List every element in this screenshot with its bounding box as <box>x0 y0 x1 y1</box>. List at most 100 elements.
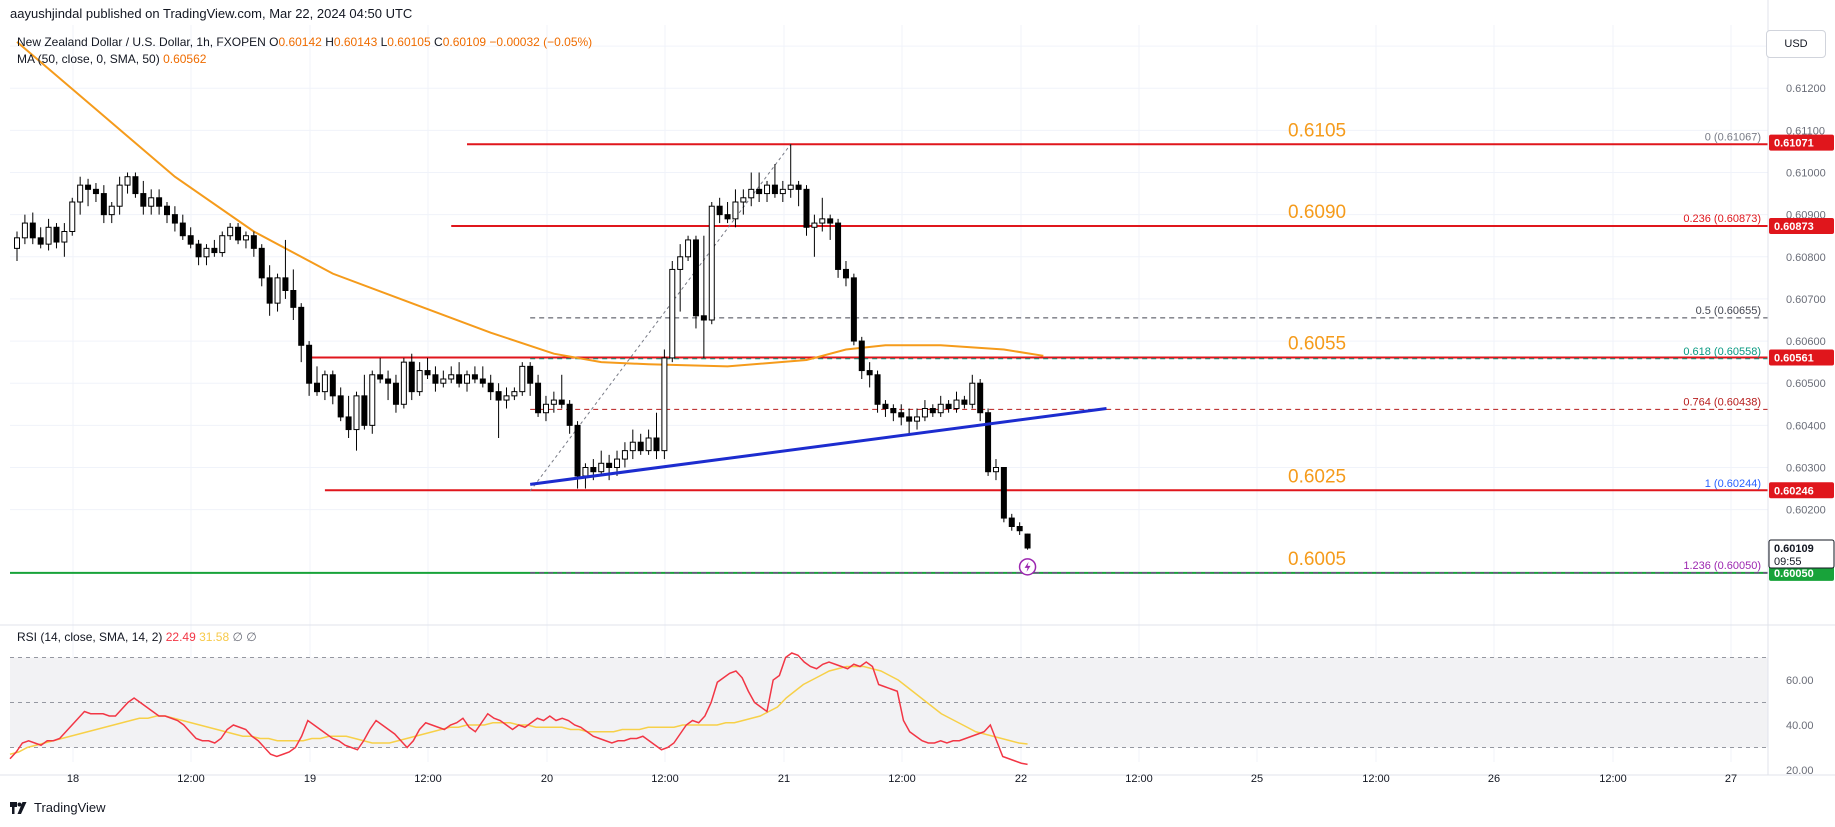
candle <box>716 197 723 224</box>
candle-body <box>306 344 313 384</box>
candle-body <box>148 197 155 207</box>
candle <box>156 189 163 215</box>
tradingview-logo-icon <box>10 801 27 814</box>
candle <box>511 387 518 401</box>
candle-body <box>874 374 881 405</box>
candle-body <box>29 222 36 239</box>
candle <box>535 374 542 417</box>
candle <box>227 223 234 240</box>
low-label: L <box>380 35 388 49</box>
price-badge-label: 0.60873 <box>1774 221 1814 233</box>
candle-body <box>1016 526 1023 532</box>
rsi-legend: RSI (14, close, SMA, 14, 2) 22.49 31.58 … <box>17 630 257 644</box>
candle-body <box>61 231 68 243</box>
candle <box>669 261 676 363</box>
candle-body <box>353 395 360 431</box>
candle <box>242 231 249 249</box>
candle-body <box>724 214 731 220</box>
candle <box>21 214 28 245</box>
candle <box>416 362 423 396</box>
candle <box>77 176 84 215</box>
current-price-label: 0.60109 <box>1774 543 1814 555</box>
candle-body <box>740 197 747 203</box>
time-tick-label: 26 <box>1488 773 1500 785</box>
time-tick-label: 27 <box>1725 773 1737 785</box>
candle <box>985 408 992 476</box>
candle <box>337 387 344 422</box>
candle-body <box>361 395 368 426</box>
candle-body <box>369 374 376 426</box>
price-badge-label: 0.60246 <box>1774 485 1814 497</box>
fibonacci-retracement: 0 (0.61067) 0.236 (0.60873) 0.5 (0.60655) 0… <box>529 131 1768 574</box>
candle-body <box>385 378 392 384</box>
candle-body <box>945 403 952 409</box>
candle-body <box>424 370 431 376</box>
candle-body <box>748 188 755 199</box>
candle <box>456 362 463 388</box>
candle <box>542 395 549 422</box>
candle-body <box>811 222 818 228</box>
ma-legend: MA (50, close, 0, SMA, 50) 0.60562 <box>17 52 206 66</box>
candle-body <box>606 462 613 468</box>
time-tick-label: 22 <box>1015 773 1027 785</box>
time-tick-label: 12:00 <box>888 773 916 785</box>
currency-button[interactable]: USD <box>1766 30 1826 58</box>
symbol-name[interactable]: New Zealand Dollar / U.S. Dollar, 1h, FX… <box>17 35 266 49</box>
candle-body <box>961 399 968 405</box>
fib-level-label: 1.236 (0.60050) <box>1683 560 1761 572</box>
candle-body <box>203 247 210 258</box>
candle-body <box>977 382 984 414</box>
candle <box>100 185 107 224</box>
candle-body <box>574 424 581 477</box>
candle-body <box>14 237 20 249</box>
candle-body <box>124 176 131 186</box>
candle-body <box>535 382 542 414</box>
brand-name: TradingView <box>34 800 106 815</box>
candle <box>29 212 36 245</box>
candle <box>921 400 928 422</box>
rsi-label[interactable]: RSI (14, close, SMA, 14, 2) <box>17 630 163 644</box>
candle-body <box>45 226 52 245</box>
candle-body <box>819 218 826 224</box>
candle-body <box>842 268 849 279</box>
rsi-tick-label: 60.00 <box>1786 675 1814 687</box>
horizontal-levels: 0.6105 0.6090 0.6055 0.6025 0.6005 <box>10 120 1768 574</box>
candle <box>969 374 976 409</box>
candle <box>495 383 502 438</box>
candle <box>219 231 226 257</box>
candle <box>424 357 431 379</box>
lightning-icon <box>1024 561 1031 572</box>
candle <box>448 366 455 384</box>
drawings <box>529 407 1107 576</box>
candle-body <box>906 416 913 422</box>
ma-line <box>16 41 1044 368</box>
fib-level-label: 0.5 (0.60655) <box>1696 305 1761 317</box>
candle <box>250 231 257 257</box>
close-value: 0.60109 <box>442 35 487 49</box>
price-badge <box>1769 218 1834 235</box>
price-badge-label: 0.60561 <box>1774 353 1814 365</box>
candle <box>874 370 881 413</box>
candle-body <box>621 450 628 460</box>
candle <box>914 408 921 430</box>
candle-body <box>298 306 305 346</box>
candle <box>945 400 952 413</box>
candle <box>140 180 147 215</box>
candle <box>369 370 376 434</box>
candle <box>692 235 699 329</box>
candle <box>1008 513 1015 531</box>
price-badge-label: 0.61071 <box>1774 138 1814 150</box>
candle <box>132 172 139 198</box>
rsi-empty-1: ∅ <box>232 630 243 644</box>
candle <box>637 433 644 455</box>
candle-body <box>953 399 960 410</box>
ma-label[interactable]: MA (50, close, 0, SMA, 50) <box>17 52 160 66</box>
rsi-tick-label: 20.00 <box>1786 765 1814 777</box>
candle-body <box>827 218 834 224</box>
tradingview-brand[interactable]: TradingView <box>10 800 106 815</box>
candle <box>527 362 534 396</box>
candle-body <box>250 235 257 249</box>
price-badge <box>1769 482 1834 499</box>
